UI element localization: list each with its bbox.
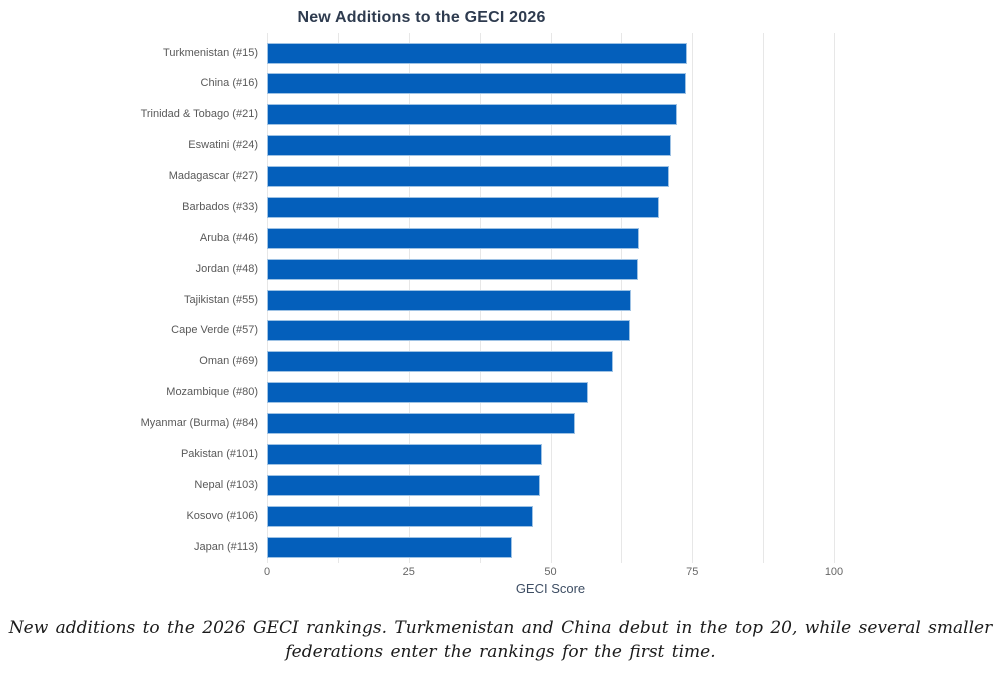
category-label: Turkmenistan (#15) <box>163 46 258 59</box>
x-tick-label: 100 <box>824 566 844 578</box>
category-label: Pakistan (#101) <box>180 447 258 460</box>
category-label: Nepal (#103) <box>194 478 258 491</box>
caption-line-1: New additions to the 2026 GECI rankings.… <box>8 618 993 638</box>
category-label: Barbados (#33) <box>182 200 258 213</box>
bar <box>267 227 639 249</box>
bar <box>267 536 512 558</box>
gridline <box>692 33 694 563</box>
x-tick-label: 25 <box>402 566 415 578</box>
bar <box>267 413 575 435</box>
bar <box>267 351 613 373</box>
category-label: Tajikistan (#55) <box>184 293 258 306</box>
category-label: Trinidad & Tobago (#21) <box>140 108 258 121</box>
category-label: Eswatini (#24) <box>188 139 258 152</box>
bar <box>267 443 542 465</box>
gridline <box>763 33 765 563</box>
category-label: Japan (#113) <box>193 540 258 553</box>
chart-title: New Additions to the GECI 2026 <box>297 9 546 26</box>
category-label: Jordan (#48) <box>195 262 258 275</box>
bar <box>267 474 540 496</box>
bar <box>267 382 588 404</box>
category-label: Madagascar (#27) <box>168 170 258 182</box>
bar <box>267 135 671 157</box>
x-tick-label: 50 <box>544 566 557 578</box>
bar <box>267 104 677 126</box>
bar <box>267 166 669 187</box>
gridline <box>834 33 835 563</box>
bar <box>267 505 533 527</box>
category-label: Cape Verde (#57) <box>171 324 258 337</box>
category-label: Oman (#69) <box>199 355 258 368</box>
category-label: Kosovo (#106) <box>186 509 258 522</box>
figure-caption: New additions to the 2026 GECI rankings.… <box>0 616 1001 664</box>
caption-line-2: federations enter the rankings for the f… <box>285 642 716 662</box>
bar <box>267 196 659 218</box>
category-label: Myanmar (Burma) (#84) <box>140 417 258 430</box>
bar <box>267 42 688 64</box>
x-axis-title: GECI Score <box>515 581 586 596</box>
bar <box>267 320 630 342</box>
x-tick-label: 0 <box>263 566 271 578</box>
bar <box>267 73 686 95</box>
category-label: Aruba (#46) <box>199 231 258 244</box>
bar <box>267 289 631 311</box>
category-label: Mozambique (#80) <box>166 386 258 399</box>
bar <box>267 258 638 280</box>
category-label: China (#16) <box>200 77 258 90</box>
x-tick-label: 75 <box>686 566 699 578</box>
plot-area <box>267 33 835 563</box>
